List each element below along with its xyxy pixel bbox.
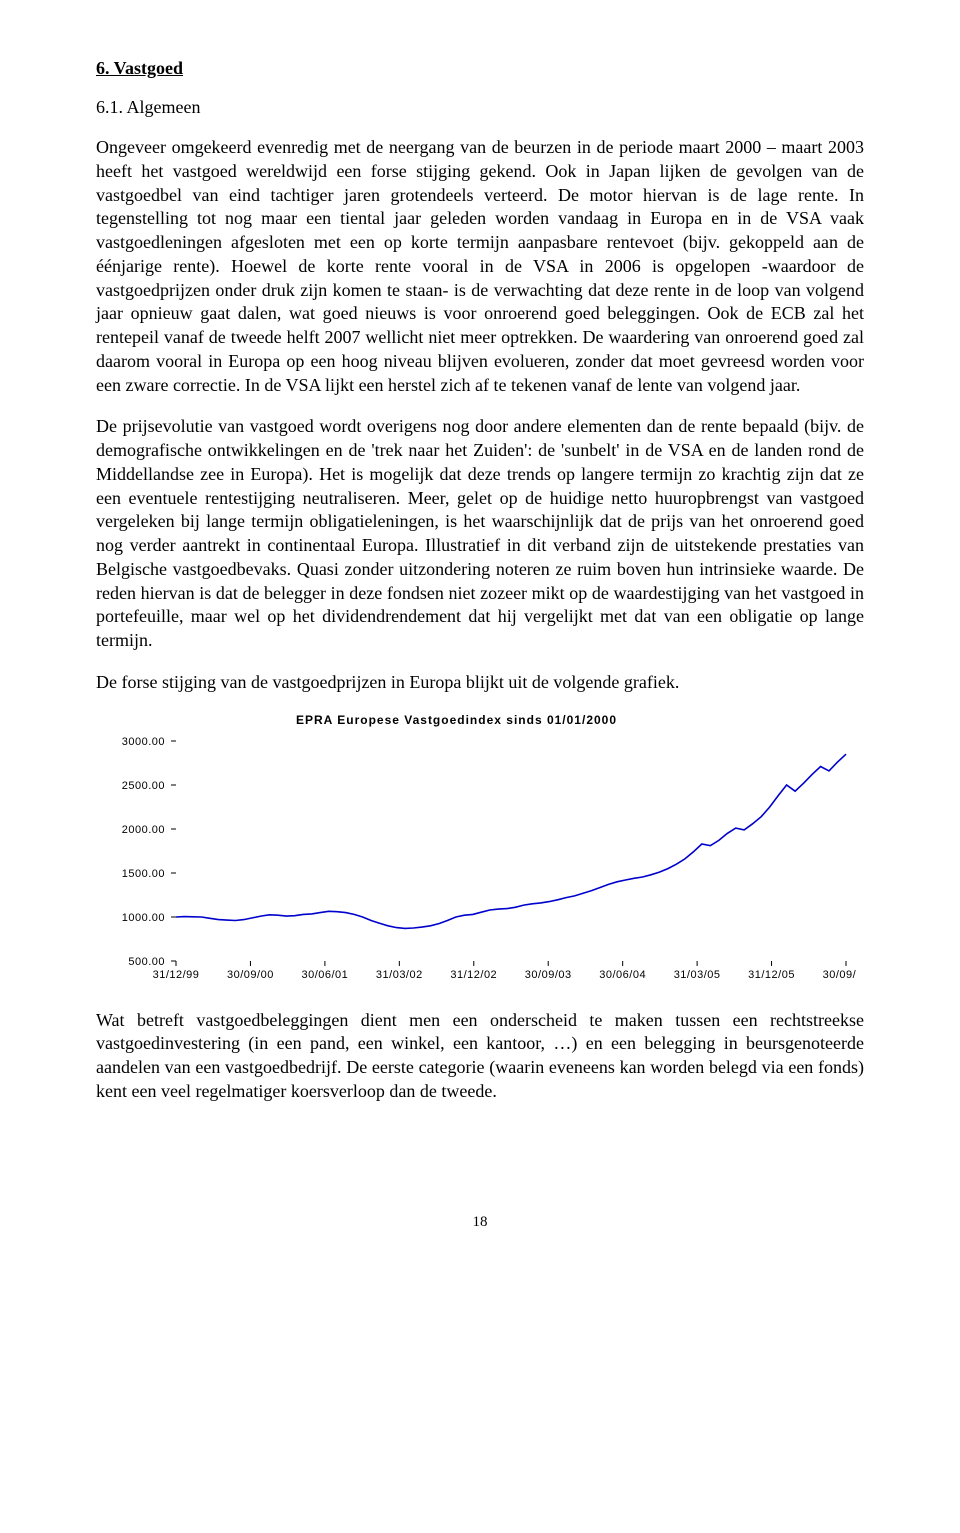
svg-text:30/06/01: 30/06/01 <box>301 969 348 981</box>
svg-text:31/03/02: 31/03/02 <box>376 969 423 981</box>
svg-text:500.00: 500.00 <box>128 956 165 968</box>
section-heading: 6. Vastgoed <box>96 58 864 79</box>
paragraph-4: Wat betreft vastgoedbeleggingen dient me… <box>96 1009 864 1104</box>
svg-text:31/03/05: 31/03/05 <box>674 969 721 981</box>
svg-text:1500.00: 1500.00 <box>122 868 165 880</box>
svg-text:30/09/06: 30/09/06 <box>823 969 856 981</box>
chart-container: EPRA Europese Vastgoedindex sinds 01/01/… <box>96 713 864 991</box>
svg-text:31/12/02: 31/12/02 <box>450 969 497 981</box>
svg-text:2500.00: 2500.00 <box>122 780 165 792</box>
line-chart: 500.00 1000.00 1500.00 2000.00 2500.00 3000.0… <box>96 731 856 991</box>
svg-text:30/09/00: 30/09/00 <box>227 969 274 981</box>
subsection-heading: 6.1. Algemeen <box>96 97 864 118</box>
paragraph-3: De forse stijging van de vastgoedprijzen… <box>96 671 864 695</box>
paragraph-2: De prijsevolutie van vastgoed wordt over… <box>96 415 864 653</box>
svg-text:30/06/04: 30/06/04 <box>599 969 646 981</box>
svg-text:3000.00: 3000.00 <box>122 736 165 748</box>
paragraph-1: Ongeveer omgekeerd evenredig met de neer… <box>96 136 864 397</box>
svg-text:30/09/03: 30/09/03 <box>525 969 572 981</box>
svg-text:2000.00: 2000.00 <box>122 824 165 836</box>
svg-text:31/12/99: 31/12/99 <box>153 969 200 981</box>
svg-text:1000.00: 1000.00 <box>122 912 165 924</box>
chart-title: EPRA Europese Vastgoedindex sinds 01/01/… <box>296 713 864 727</box>
svg-text:31/12/05: 31/12/05 <box>748 969 795 981</box>
page-number: 18 <box>96 1214 864 1231</box>
